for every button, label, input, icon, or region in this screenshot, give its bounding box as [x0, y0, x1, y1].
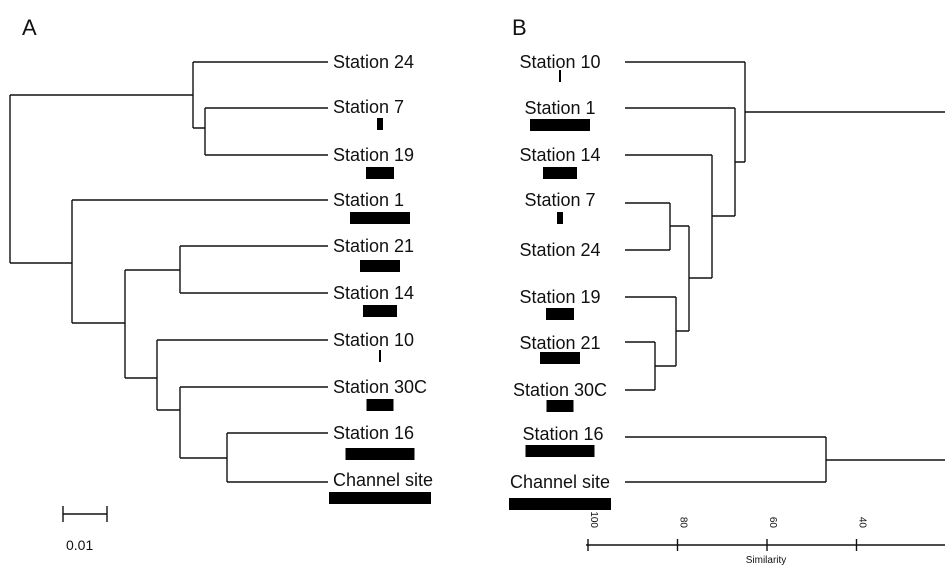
abundance-bar: [530, 119, 590, 131]
tree-b-edge: [625, 436, 827, 483]
tree-b-edge: [625, 202, 671, 251]
panel-b-leaf-label: Station 16: [522, 424, 603, 444]
panel-a-leaf-label: Station 14: [333, 283, 414, 303]
panel-a-leaf-label: Channel site: [333, 470, 433, 490]
panel-a-letter: A: [22, 15, 37, 40]
tree-b-edge: [670, 225, 690, 332]
panel-a-dendrogram: [9, 61, 328, 483]
abundance-bar: [350, 212, 410, 224]
tree-a-edge: [156, 339, 328, 411]
abundance-bar: [559, 70, 561, 82]
tree-a-edge: [204, 107, 328, 156]
abundance-bar: [543, 167, 577, 179]
tree-b-edge: [625, 107, 736, 217]
abundance-bar: [525, 445, 595, 457]
abundance-bar: [329, 492, 431, 504]
abundance-bar: [379, 350, 381, 362]
tree-a-edge: [226, 432, 328, 483]
panel-b-leaf-label: Station 24: [519, 240, 600, 260]
tree-a-edge: [9, 94, 193, 264]
tree-a-edge: [179, 245, 328, 294]
panel-a-leaf-label: Station 16: [333, 423, 414, 443]
panel-b-bars: [509, 70, 611, 510]
panel-b-leaf-label: Station 10: [519, 52, 600, 72]
abundance-bar: [363, 305, 397, 317]
abundance-bar: [360, 260, 400, 272]
tree-a-edge: [71, 199, 328, 324]
tree-b-edge: [745, 111, 945, 461]
abundance-bar: [546, 400, 574, 412]
panel-a-scale-bar: 0.01: [62, 506, 108, 553]
panel-b-leaf-label: Channel site: [510, 472, 610, 492]
abundance-bar: [546, 308, 574, 320]
similarity-tick-label: 60: [767, 517, 778, 529]
panel-b-letter: B: [512, 15, 527, 40]
panel-a-leaf-label: Station 10: [333, 330, 414, 350]
similarity-tick-label: 100: [588, 511, 599, 528]
tree-b-edge: [625, 341, 656, 391]
scale-bar-line: [62, 506, 108, 522]
similarity-axis: Similarity 10080604020: [586, 511, 945, 565]
panel-a-leaf-label: Station 30C: [333, 377, 427, 397]
abundance-bar: [509, 498, 611, 510]
tree-a-edge: [179, 386, 328, 459]
panel-b-leaf-label: Station 1: [524, 98, 595, 118]
panel-b-leaf-label: Station 19: [519, 287, 600, 307]
panel-a-leaf-label: Station 24: [333, 52, 414, 72]
panel-b-dendrogram: [625, 61, 945, 483]
tree-b-edge: [625, 61, 746, 163]
similarity-tick-label: 40: [857, 517, 868, 529]
similarity-tick-label: 80: [678, 517, 689, 529]
panel-b-leaf-label: Station 14: [519, 145, 600, 165]
panel-a-leaf-label: Station 1: [333, 190, 404, 210]
panel-b-leaf-labels: Station 10 Station 1 Station 14 Station …: [510, 52, 610, 492]
panel-a-leaf-label: Station 19: [333, 145, 414, 165]
abundance-bar: [366, 167, 394, 179]
panel-b-leaf-label: Station 30C: [513, 380, 607, 400]
abundance-bar: [377, 118, 383, 130]
scale-bar-label: 0.01: [66, 537, 93, 553]
panel-b-leaf-label: Station 21: [519, 333, 600, 353]
abundance-bar: [540, 352, 580, 364]
panel-a-leaf-label: Station 7: [333, 97, 404, 117]
panel-a-leaf-labels: Station 24 Station 7 Station 19 Station …: [333, 52, 433, 490]
panel-a-leaf-label: Station 21: [333, 236, 414, 256]
panel-b-leaf-label: Station 7: [524, 190, 595, 210]
tree-a-edge: [124, 269, 180, 379]
abundance-bar: [345, 448, 415, 460]
panel-a-bars: [329, 118, 431, 504]
similarity-axis-label: Similarity: [746, 555, 787, 565]
tree-b-edge: [625, 154, 713, 279]
tree-a-edge: [192, 61, 328, 129]
abundance-bar: [366, 399, 394, 411]
abundance-bar: [557, 212, 563, 224]
tree-b-edge: [625, 296, 677, 367]
